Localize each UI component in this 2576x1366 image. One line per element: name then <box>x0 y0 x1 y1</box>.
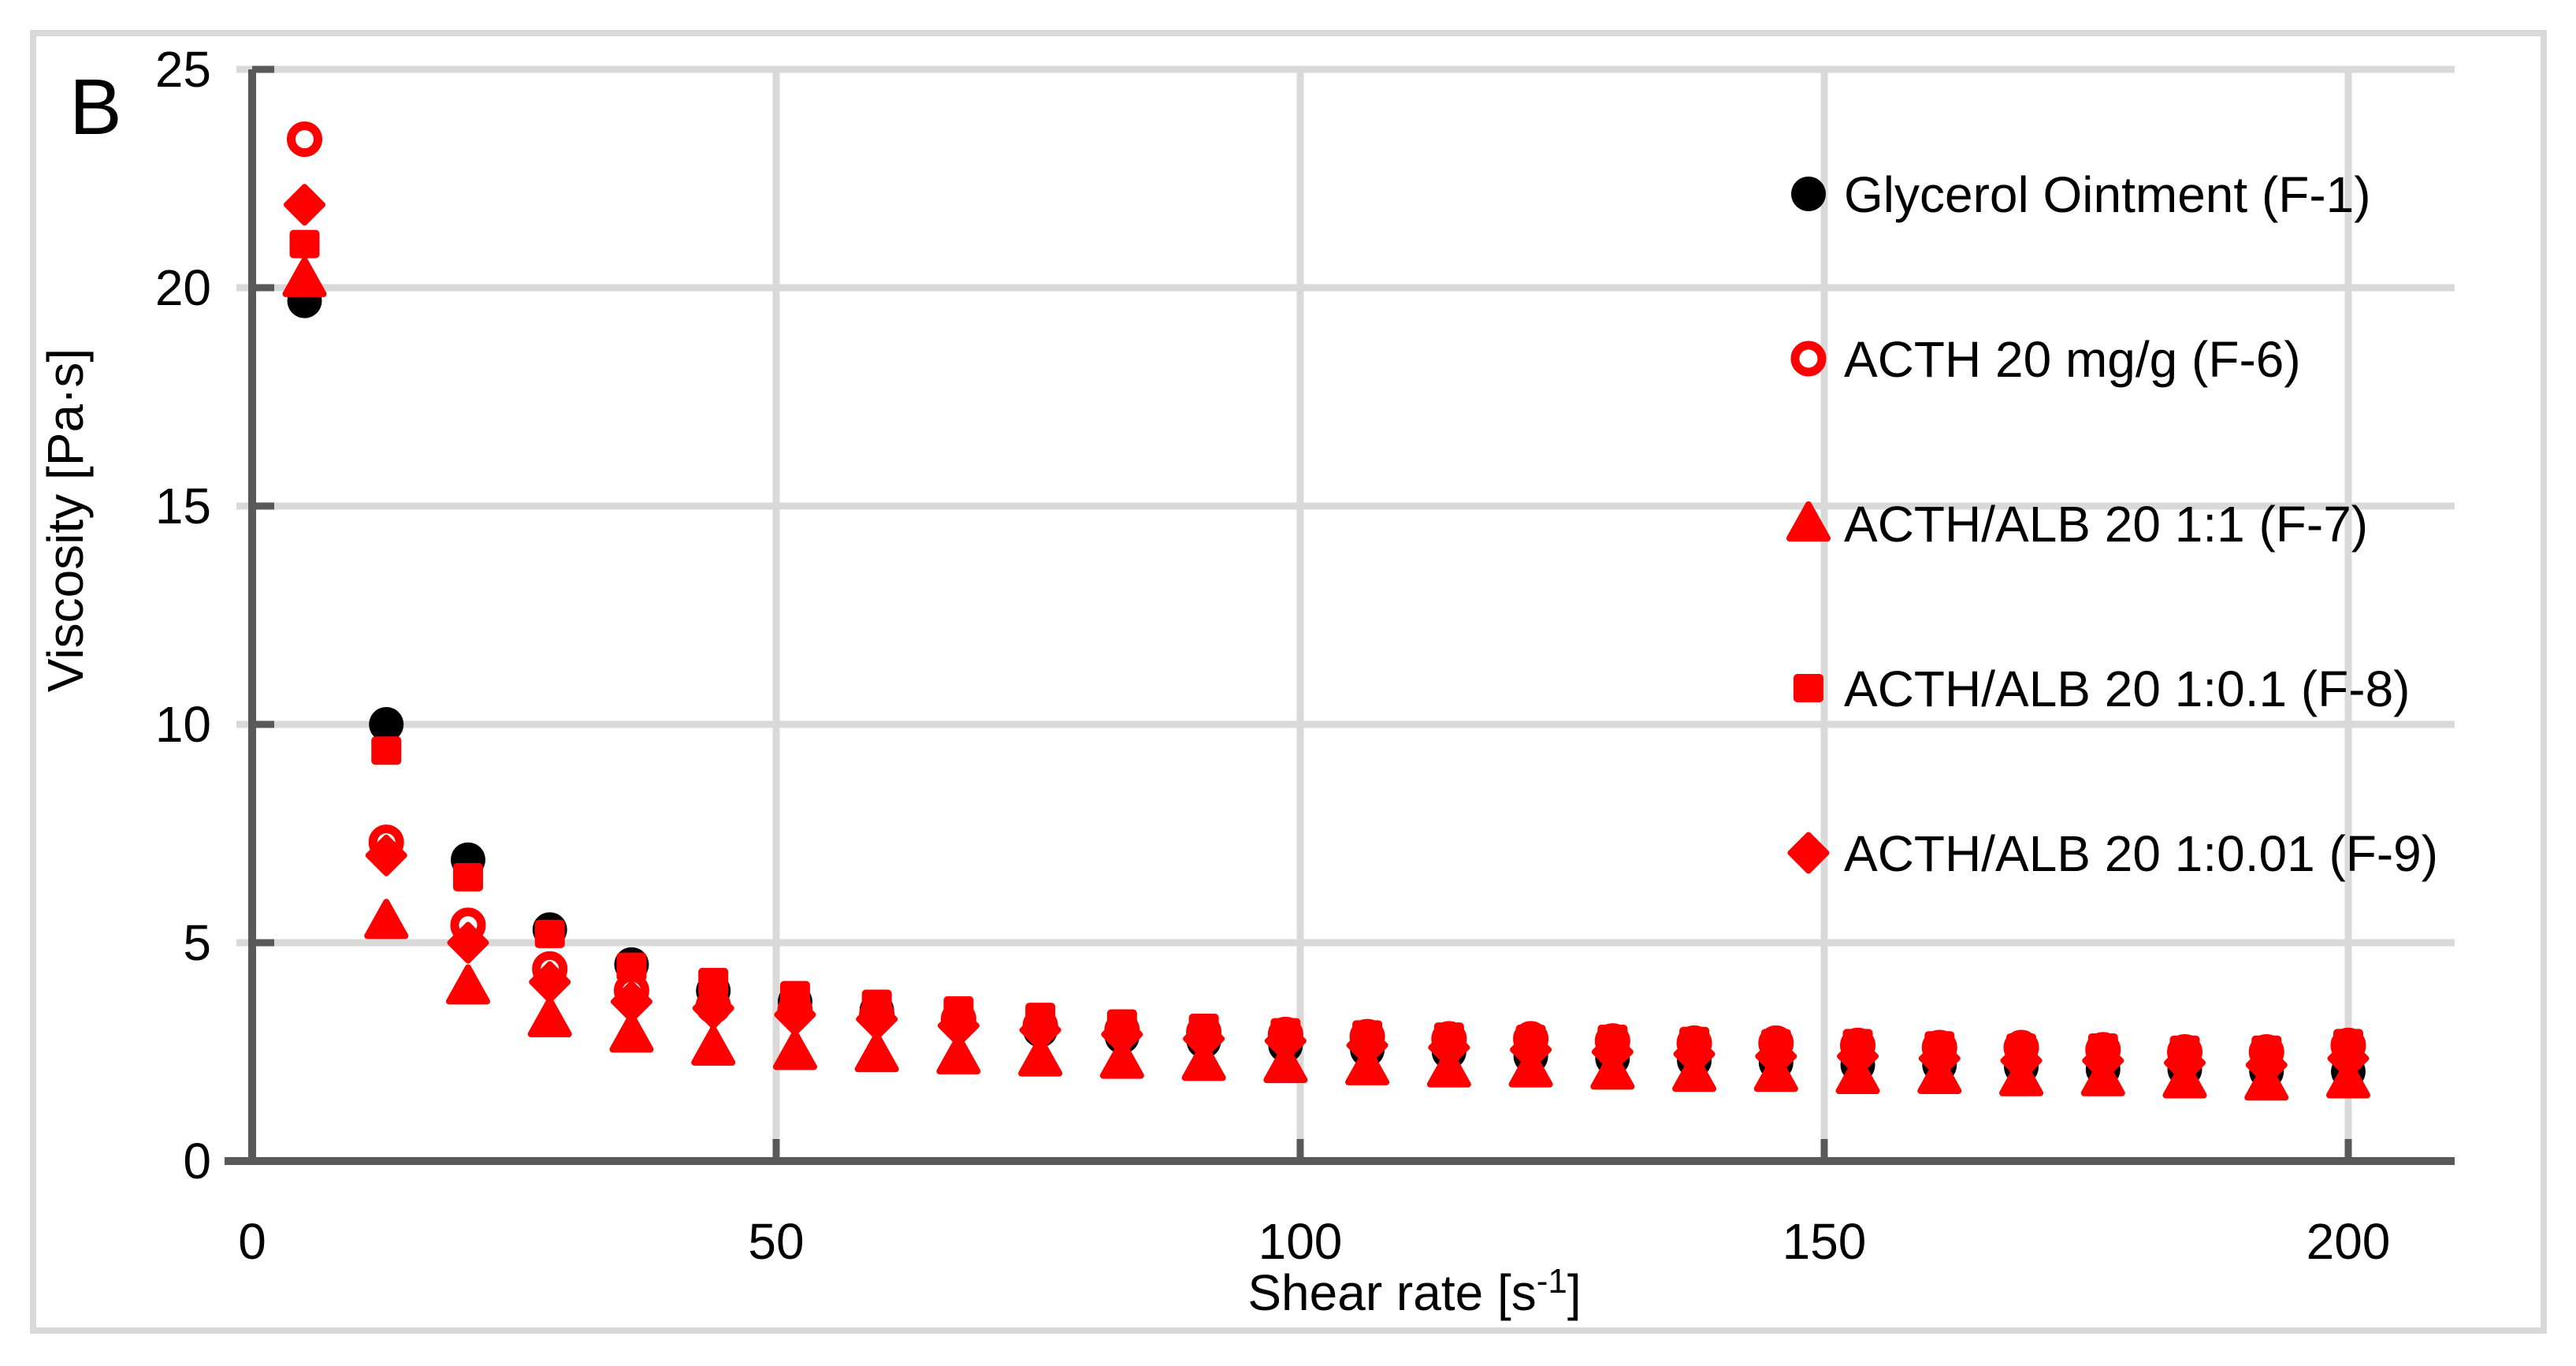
triangle-filled-legend-icon <box>1786 501 1831 542</box>
square-marker <box>371 736 402 765</box>
square-marker <box>452 862 483 891</box>
x-tick-label: 200 <box>2307 1213 2391 1270</box>
triangle-marker <box>854 1032 899 1073</box>
diamond-marker <box>1264 1020 1307 1063</box>
legend-label: ACTH/ALB 20 1:1 (F-7) <box>1844 496 2368 553</box>
diamond-marker <box>2245 1044 2288 1086</box>
circle-marker <box>369 707 404 742</box>
diamond-marker <box>1673 1033 1715 1075</box>
diamond-marker <box>1755 1035 1797 1078</box>
y-tick-label: 5 <box>183 914 211 971</box>
diamond-marker <box>2000 1040 2043 1082</box>
y-tick-label: 15 <box>155 478 211 534</box>
y-tick-label: 20 <box>155 259 211 316</box>
triangle-marker <box>609 1012 654 1053</box>
x-axis-title: Shear rate [s-1] <box>1247 1262 1581 1321</box>
square-marker <box>616 952 647 981</box>
tick-labels: 0 5 10 15 20 25 0 50 100 150 200 <box>155 41 2391 1270</box>
triangle-marker <box>691 1025 736 1066</box>
x-tick-label: 50 <box>748 1213 804 1270</box>
diamond-marker <box>692 987 734 1029</box>
legend-item: ACTH/ALB 20 1:0.1 (F-8) <box>1844 661 2410 717</box>
diamond-marker <box>529 961 571 1003</box>
circle-filled-legend-icon <box>1791 177 1826 211</box>
diamond-marker <box>2327 1037 2370 1080</box>
legend-label: Glycerol Ointment (F-1) <box>1844 166 2371 223</box>
triangle-marker <box>445 964 490 1005</box>
diamond-marker <box>1918 1037 1961 1080</box>
legend-label: ACTH/ALB 20 1:0.1 (F-8) <box>1844 661 2410 717</box>
panel-label: B <box>69 63 122 151</box>
legend-item: ACTH/ALB 20 1:0.01 (F-9) <box>1844 825 2438 882</box>
legend-label: ACTH/ALB 20 1:0.01 (F-9) <box>1844 825 2438 882</box>
triangle-marker <box>772 1029 817 1070</box>
diamond-marker <box>1019 1009 1061 1051</box>
diamond-marker <box>2164 1041 2206 1084</box>
legend-item: ACTH 20 mg/g (F-6) <box>1844 331 2301 388</box>
diamond-marker <box>1510 1029 1552 1071</box>
diamond-marker <box>610 981 652 1023</box>
triangle-marker <box>364 899 409 940</box>
triangle-marker <box>1181 1040 1226 1081</box>
diamond-marker <box>284 184 325 226</box>
diamond-marker <box>365 834 407 877</box>
y-tick-label: 0 <box>183 1133 211 1189</box>
x-tick-label: 150 <box>1782 1213 1867 1270</box>
circle-open-marker <box>287 121 322 158</box>
square-filled-legend-icon <box>1794 674 1823 702</box>
diamond-marker <box>1346 1024 1388 1066</box>
diamond-marker <box>774 993 816 1036</box>
triangle-marker <box>282 256 327 297</box>
legend: Glycerol Ointment (F-1) ACTH 20 mg/g (F-6… <box>1844 166 2438 882</box>
diamond-marker <box>447 921 489 964</box>
diamond-marker <box>1428 1026 1470 1069</box>
diamond-marker <box>1183 1018 1225 1060</box>
x-tick-label: 100 <box>1258 1213 1343 1270</box>
diamond-marker <box>1591 1031 1634 1073</box>
axes <box>225 65 2455 1165</box>
diamond-marker <box>1101 1013 1143 1055</box>
square-marker <box>698 967 729 996</box>
triangle-marker <box>1018 1036 1063 1077</box>
triangle-marker <box>527 996 572 1037</box>
y-axis-title: Viscosity [Pa·s] <box>37 348 94 692</box>
gridlines <box>236 65 2455 1161</box>
circle-open-legend-icon <box>1790 341 1827 377</box>
square-marker <box>534 919 565 948</box>
diamond-marker <box>856 998 898 1040</box>
triangle-marker <box>1099 1038 1144 1079</box>
x-tick-label: 0 <box>238 1213 266 1270</box>
legend-item: Glycerol Ointment (F-1) <box>1844 166 2371 223</box>
diamond-marker <box>2082 1040 2124 1082</box>
diamond-filled-legend-icon <box>1787 832 1830 874</box>
y-tick-label: 25 <box>155 41 211 98</box>
diamond-marker <box>937 1004 979 1047</box>
diamond-marker <box>1837 1035 1879 1078</box>
legend-item: ACTH/ALB 20 1:1 (F-7) <box>1844 496 2368 553</box>
square-marker <box>289 229 320 259</box>
triangle-marker <box>936 1034 981 1075</box>
y-tick-label: 10 <box>155 696 211 753</box>
legend-label: ACTH 20 mg/g (F-6) <box>1844 331 2301 388</box>
triangle-marker <box>1263 1043 1308 1084</box>
figure-border <box>30 30 2547 1334</box>
